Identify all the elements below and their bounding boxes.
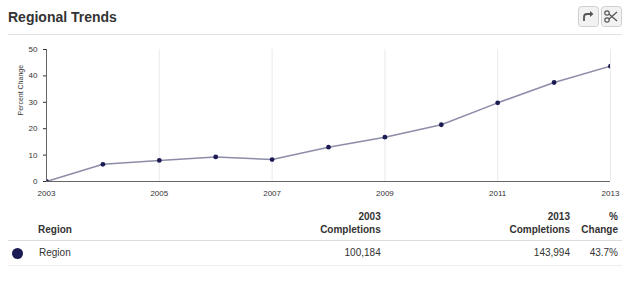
svg-text:20: 20 <box>29 124 38 133</box>
html-text:Regional Trends: Regional Trends <box>8 9 117 25</box>
html-text:2013: 2013 <box>547 211 570 222</box>
html-text:143,994: 143,994 <box>533 247 570 259</box>
html-text:Region: Region <box>38 224 72 235</box>
svg-text:2007: 2007 <box>263 189 281 198</box>
svg-text:2011: 2011 <box>489 189 507 198</box>
html-text:% Change: % Change <box>581 211 618 235</box>
svg-text:40: 40 <box>29 71 38 80</box>
svg-text:50: 50 <box>29 45 38 54</box>
svg-text:0: 0 <box>33 177 38 186</box>
html-text:100,184: 100,184 <box>344 247 381 259</box>
html-text:2003: 2003 <box>358 211 381 222</box>
svg-text:10: 10 <box>29 151 38 160</box>
html-text:43.7%: 43.7% <box>589 247 618 259</box>
svg-text:2013: 2013 <box>602 189 620 198</box>
html-text:Region: Region <box>39 247 71 258</box>
svg-text:2005: 2005 <box>150 189 168 198</box>
svg-text:2009: 2009 <box>376 189 394 198</box>
svg-text:2003: 2003 <box>38 189 56 198</box>
html-text:Completions: Completions <box>320 224 381 235</box>
html-text:Completions: Completions <box>509 224 570 235</box>
svg-text:30: 30 <box>29 98 38 107</box>
svg-text:Percent Change: Percent Change <box>17 65 25 116</box>
